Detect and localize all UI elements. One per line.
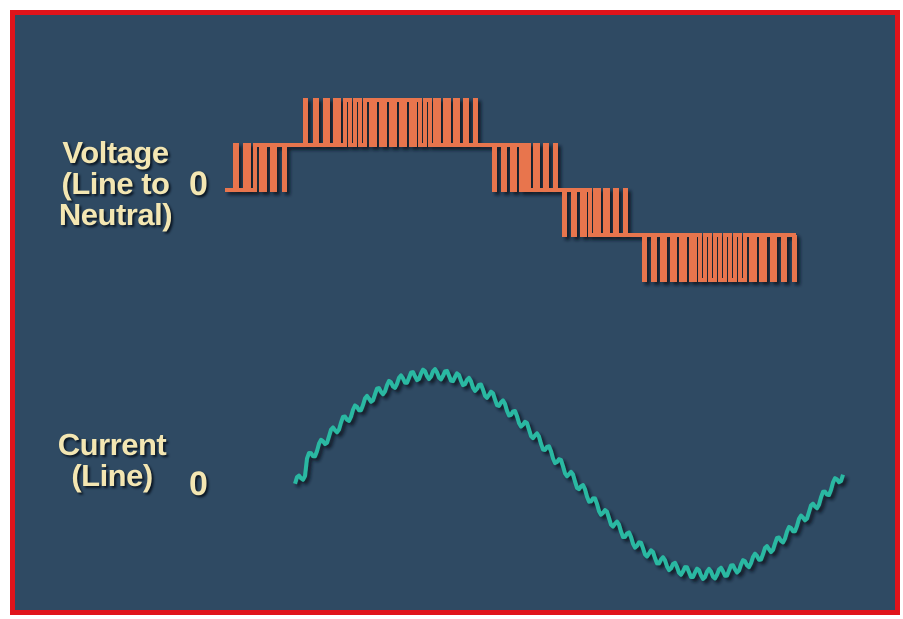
- current-waveform: [293, 367, 845, 581]
- current-label-line-2: (Line): [71, 458, 153, 493]
- voltage-label-line-2: (Line to: [61, 166, 170, 201]
- voltage-label-line-1: Voltage: [62, 135, 169, 170]
- voltage-label-line-3: Neutral): [58, 197, 173, 232]
- current-label-line-1: Current: [57, 427, 167, 462]
- current-zero-label: 0: [189, 465, 208, 503]
- voltage-waveform: [225, 98, 797, 282]
- voltage-label: Voltage (Line to Neutral): [33, 137, 198, 230]
- waveform-plot: [218, 80, 847, 581]
- voltage-zero-label: 0: [189, 165, 208, 203]
- current-label: Current (Line): [37, 429, 187, 491]
- diagram-frame: Voltage (Line to Neutral) 0 Current (Lin…: [10, 10, 900, 615]
